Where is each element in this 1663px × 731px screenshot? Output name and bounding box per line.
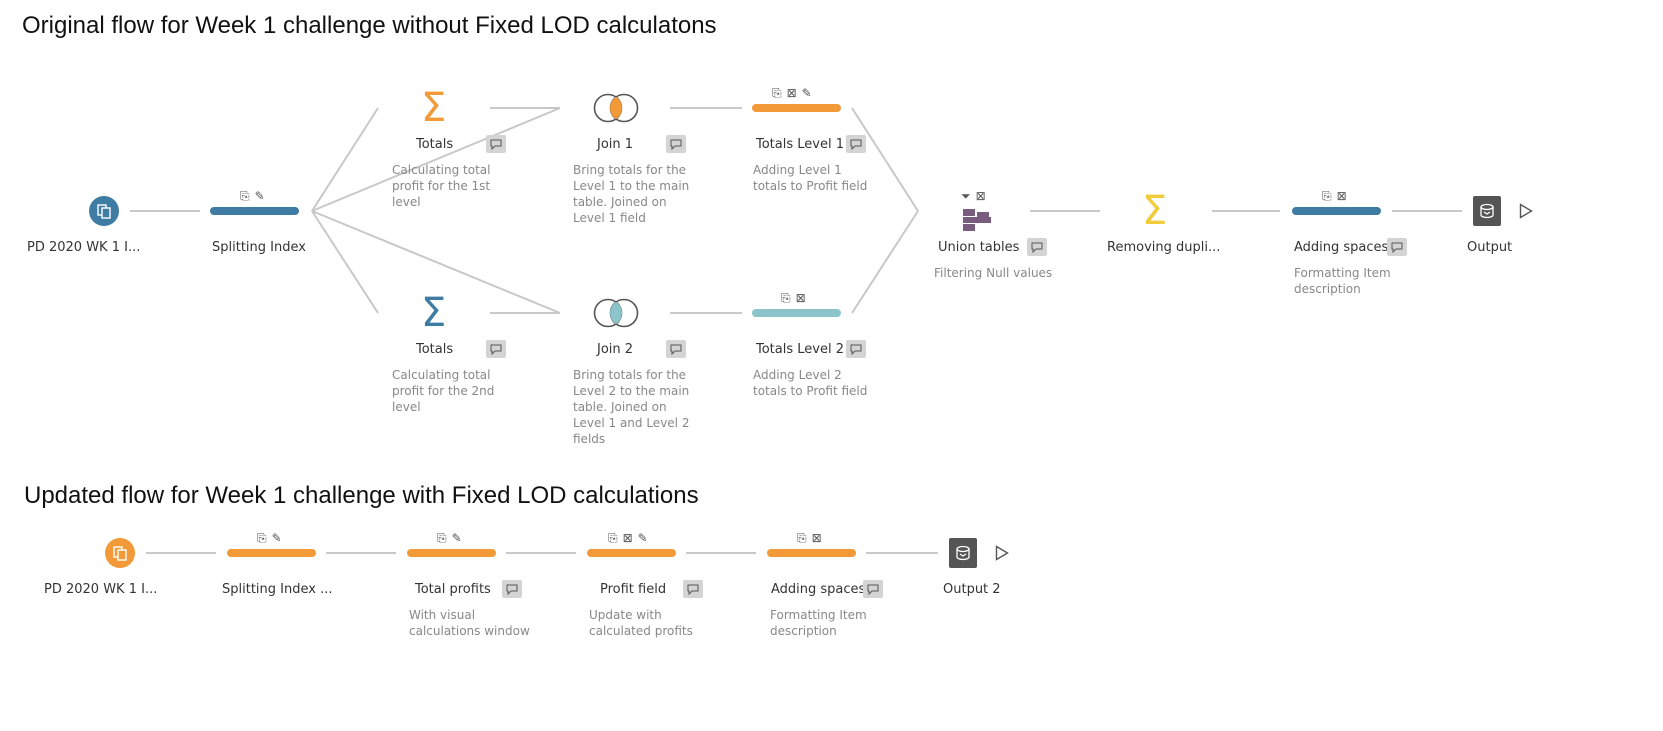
comment-icon[interactable] — [683, 580, 703, 598]
remove-field-icon: ⊠ — [811, 531, 827, 545]
edit-icon: ✎ — [451, 531, 467, 545]
edit-icon: ✎ — [254, 189, 270, 203]
comment-icon[interactable] — [1387, 238, 1407, 256]
remove-field-icon: ⊠ — [1336, 189, 1352, 203]
step-change-icons: ⎘✎ — [240, 189, 270, 204]
remove-field-icon: ⊠ — [975, 189, 991, 203]
adding-spaces-label: Adding spaces — [1294, 240, 1389, 255]
flow1-title: Original flow for Week 1 challenge witho… — [22, 12, 717, 39]
adding-spaces2-description: Formatting Item description — [770, 608, 867, 638]
union-description: Filtering Null values — [934, 266, 1053, 280]
step-change-icons: ⎘⊠ — [797, 531, 827, 546]
step-change-icons: ⎘⊠✎ — [772, 86, 817, 101]
totals2-description: Calculating total profit for the 2nd lev… — [392, 368, 495, 414]
rename-icon: ⎘ — [772, 86, 787, 100]
remove-field-icon: ⊠ — [622, 531, 638, 545]
profit-field-description: Update with calculated profits — [589, 608, 693, 638]
inner-join-icon[interactable] — [593, 93, 639, 127]
input-data-icon[interactable] — [89, 196, 119, 226]
profit-field-label: Profit field — [600, 582, 667, 597]
comment-icon[interactable] — [666, 340, 686, 358]
output-icon[interactable] — [1473, 196, 1501, 226]
profit-field-step-bar[interactable] — [587, 549, 676, 557]
rename-icon: ⎘ — [257, 531, 272, 545]
rename-icon: ⎘ — [797, 531, 812, 545]
input-label: PD 2020 WK 1 I... — [27, 240, 141, 255]
rename-icon: ⎘ — [240, 189, 255, 203]
flow2-title: Updated flow for Week 1 challenge with F… — [24, 482, 699, 509]
splitting-label: Splitting Index — [212, 240, 306, 255]
aggregate-icon[interactable]: Σ — [1142, 188, 1168, 234]
totals-level2-step-bar[interactable] — [752, 309, 841, 317]
splitting2-step-bar[interactable] — [227, 549, 316, 557]
adding-spaces2-label: Adding spaces — [771, 582, 866, 597]
totals-level1-label: Totals Level 1 — [756, 137, 844, 152]
edit-icon: ✎ — [271, 531, 287, 545]
step-change-icons: ⎘⊠ — [1322, 189, 1352, 204]
run-flow-icon[interactable] — [995, 545, 1009, 565]
edit-icon: ✎ — [801, 86, 817, 100]
comment-icon[interactable] — [502, 580, 522, 598]
input2-label: PD 2020 WK 1 I... — [44, 582, 158, 597]
filter-icon: ⏷ — [961, 189, 976, 203]
comment-icon[interactable] — [1027, 238, 1047, 256]
splitting2-label: Splitting Index ... — [222, 582, 333, 597]
totals-level2-description: Adding Level 2 totals to Profit field — [753, 368, 868, 398]
rename-icon: ⎘ — [608, 531, 623, 545]
inner-join-icon[interactable] — [593, 298, 639, 332]
aggregate-icon[interactable]: Σ — [421, 290, 447, 336]
totals2-label: Totals — [416, 342, 454, 357]
step-change-icons: ⏷⊠ — [961, 189, 991, 204]
output2-label: Output 2 — [943, 582, 1001, 597]
step-change-icons: ⎘⊠✎ — [608, 531, 653, 546]
remove-field-icon: ⊠ — [795, 291, 811, 305]
remove-field-icon: ⊠ — [786, 86, 802, 100]
splitting-step-bar[interactable] — [210, 207, 299, 215]
comment-icon[interactable] — [666, 135, 686, 153]
join1-label: Join 1 — [597, 137, 634, 152]
totals-level1-step-bar[interactable] — [752, 104, 841, 112]
adding-spaces2-step-bar[interactable] — [767, 549, 856, 557]
rename-icon: ⎘ — [781, 291, 796, 305]
removing-label: Removing dupli... — [1107, 240, 1221, 255]
totals-level1-description: Adding Level 1 totals to Profit field — [753, 163, 868, 193]
comment-icon[interactable] — [846, 340, 866, 358]
rename-icon: ⎘ — [1322, 189, 1337, 203]
join2-label: Join 2 — [597, 342, 634, 357]
output-label: Output — [1467, 240, 1513, 255]
comment-icon[interactable] — [846, 135, 866, 153]
step-change-icons: ⎘⊠ — [781, 291, 811, 306]
step-change-icons: ⎘✎ — [257, 531, 287, 546]
run-flow-icon[interactable] — [1519, 203, 1533, 223]
output-icon[interactable] — [949, 538, 977, 568]
totals-level2-label: Totals Level 2 — [756, 342, 844, 357]
adding-spaces-step-bar[interactable] — [1292, 207, 1381, 215]
edit-icon: ✎ — [637, 531, 653, 545]
adding-spaces-description: Formatting Item description — [1294, 266, 1391, 296]
rename-icon: ⎘ — [437, 531, 452, 545]
comment-icon[interactable] — [863, 580, 883, 598]
total-profits-description: With visual calculations window — [409, 608, 530, 638]
total-profits-step-bar[interactable] — [407, 549, 496, 557]
input-data-icon[interactable] — [105, 538, 135, 568]
step-change-icons: ⎘✎ — [437, 531, 467, 546]
total-profits-label: Total profits — [415, 582, 491, 597]
aggregate-icon[interactable]: Σ — [421, 85, 447, 131]
comment-icon[interactable] — [486, 340, 506, 358]
join2-description: Bring totals for the Level 2 to the main… — [573, 368, 690, 446]
totals1-description: Calculating total profit for the 1st lev… — [392, 163, 491, 209]
union-icon[interactable] — [963, 209, 993, 235]
union-label: Union tables — [938, 240, 1020, 255]
comment-icon[interactable] — [486, 135, 506, 153]
join1-description: Bring totals for the Level 1 to the main… — [573, 163, 690, 225]
totals1-label: Totals — [416, 137, 454, 152]
